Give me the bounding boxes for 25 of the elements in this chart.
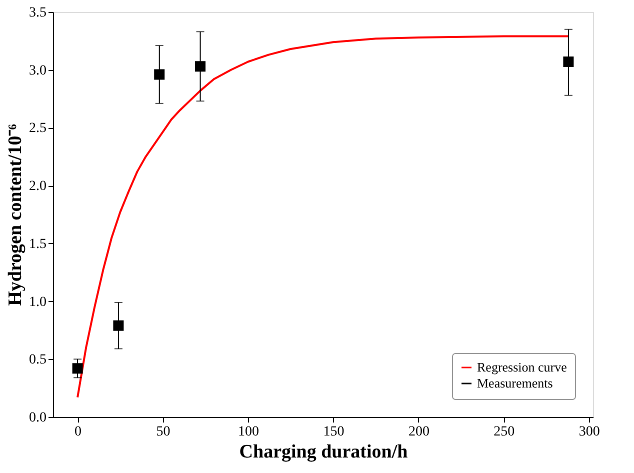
- y-tick-label: 3.0: [29, 63, 46, 78]
- x-tick-label: 200: [408, 424, 430, 440]
- point: [195, 61, 206, 72]
- y-tick-label: 2.0: [29, 179, 46, 194]
- y-tick-label: 3.5: [29, 6, 46, 20]
- x-tick-label: 150: [323, 424, 344, 440]
- legend-label: Measurements: [477, 376, 553, 390]
- point: [72, 363, 83, 374]
- y-axis-title: Hydrogen content/10⁻⁶: [5, 124, 26, 306]
- y-tick-label: 2.5: [29, 121, 46, 136]
- x-tick-label: 50: [156, 424, 170, 440]
- y-tick-label: 1.0: [29, 294, 46, 310]
- legend-label: Regression curve: [477, 360, 568, 374]
- x-axis-title: Charging duration/h: [239, 442, 408, 462]
- line-series: [76, 35, 570, 398]
- x-tick-label: 250: [494, 424, 515, 440]
- x-tick-label: 300: [578, 424, 600, 440]
- x-tick-label: 100: [238, 424, 259, 440]
- point: [113, 320, 124, 331]
- y-tick-label: 0.5: [29, 352, 46, 368]
- y-tick-label: 0.0: [29, 410, 46, 426]
- y-tick-label: 1.5: [29, 236, 46, 252]
- x-tick-label: 0: [74, 424, 82, 440]
- point: [154, 69, 165, 80]
- point: [563, 56, 574, 67]
